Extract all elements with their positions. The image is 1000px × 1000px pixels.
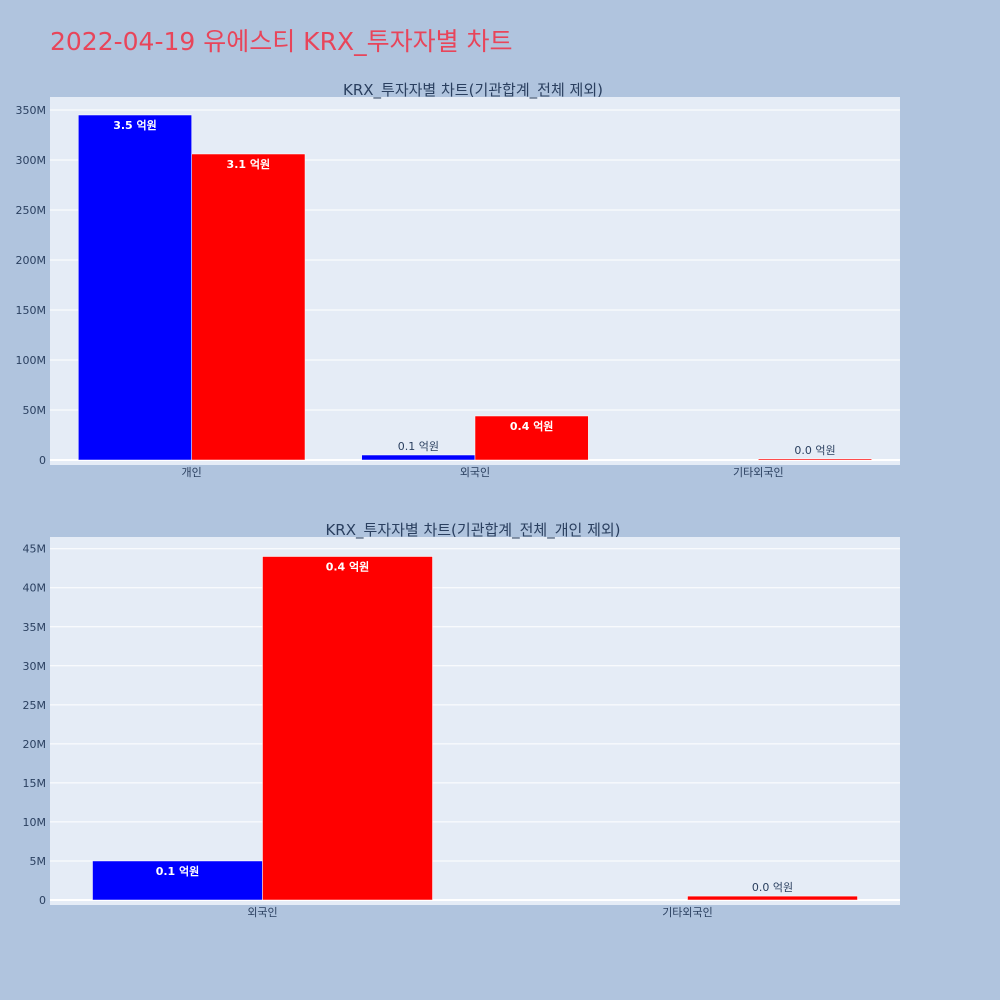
chart-title: KRX_투자자별 차트(기관합계_전체 제외) [343,81,603,100]
investor-chart-all: 0 50M 100M 150M 200M 250M 300M 350M KRX_투자자별 차트(… [16,81,900,479]
chart-title: KRX_투자자별 차트(기관합계_전체_개인 제외) [325,521,620,540]
y-tick-label: 20M [23,738,47,751]
data-label: 0.0 억원 [752,881,793,894]
data-label: 3.1 억원 [227,157,271,171]
data-label: 3.5 억원 [113,118,157,132]
x-tick-label: 기타외국인 [733,466,784,479]
y-tick-label: 250M [16,204,47,217]
x-tick-label: 외국인 [247,906,277,919]
x-tick-label: 기타외국인 [662,906,713,919]
data-label: 0.4 억원 [326,560,370,574]
bar [92,860,263,901]
x-tick-label: 외국인 [460,466,490,479]
y-tick-label: 200M [16,254,47,267]
y-tick-label: 25M [23,699,47,712]
y-tick-label: 30M [23,660,47,673]
data-label: 0.1 억원 [398,440,439,453]
y-tick-label: 100M [16,354,47,367]
y-tick-label: 45M [23,543,47,556]
y-tick-label: 0 [39,454,46,467]
y-tick-label: 35M [23,621,47,634]
x-tick-label: 개인 [182,466,202,479]
plot-area [50,537,900,905]
y-tick-label: 350M [16,104,47,117]
data-label: 0.4 억원 [510,419,554,433]
page-title: 2022-04-19 유에스티 KRX_투자자별 차트 [50,27,513,56]
y-tick-label: 40M [23,582,47,595]
y-tick-label: 300M [16,154,47,167]
data-label: 0.1 억원 [156,864,200,878]
data-label: 0.0 억원 [794,444,835,457]
bar [191,153,306,461]
bar [758,458,872,461]
y-tick-label: 0 [39,894,46,907]
bar [78,114,192,461]
y-tick-label: 5M [30,855,47,868]
y-tick-label: 10M [23,816,47,829]
y-tick-label: 15M [23,777,47,790]
bar [262,556,433,901]
bar [474,415,589,461]
y-tick-label: 50M [23,404,47,417]
bar [687,895,858,901]
y-tick-label: 150M [16,304,47,317]
